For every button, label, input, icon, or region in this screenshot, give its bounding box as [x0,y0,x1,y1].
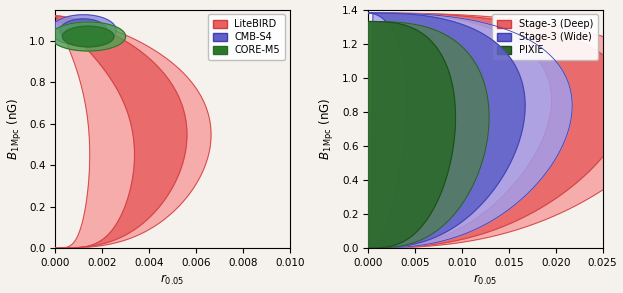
Polygon shape [55,16,211,248]
Polygon shape [368,13,623,248]
Polygon shape [60,19,107,42]
Polygon shape [55,22,126,51]
X-axis label: $r_{0.05}$: $r_{0.05}$ [160,273,185,287]
Polygon shape [55,15,117,46]
X-axis label: $r_{0.05}$: $r_{0.05}$ [473,273,498,287]
Polygon shape [368,13,623,248]
Polygon shape [368,13,572,248]
Y-axis label: $B_{\rm 1\,Mpc}$ (nG): $B_{\rm 1\,Mpc}$ (nG) [318,98,336,160]
Polygon shape [368,21,455,248]
Polygon shape [62,26,114,47]
Polygon shape [55,16,187,248]
Legend: Stage-3 (Deep), Stage-3 (Wide), PIXIE: Stage-3 (Deep), Stage-3 (Wide), PIXIE [492,14,598,60]
Polygon shape [368,21,489,248]
Polygon shape [368,13,525,248]
Legend: LiteBIRD, CMB-S4, CORE-M5: LiteBIRD, CMB-S4, CORE-M5 [208,14,285,60]
Y-axis label: $B_{\rm 1\,Mpc}$ (nG): $B_{\rm 1\,Mpc}$ (nG) [6,98,24,160]
